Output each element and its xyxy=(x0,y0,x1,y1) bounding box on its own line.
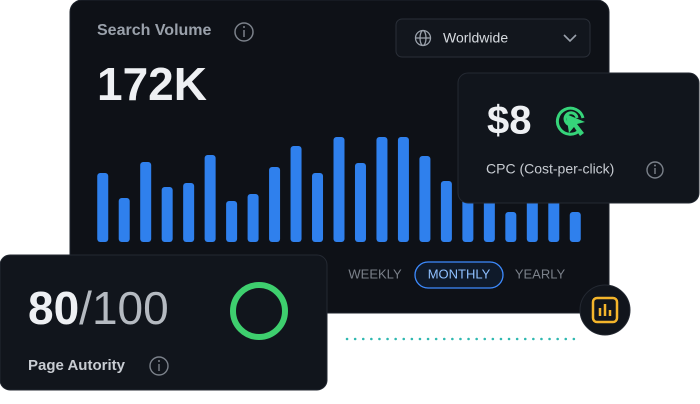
dropdown-label: Worldwide xyxy=(443,30,508,46)
bar xyxy=(97,173,109,242)
active-tab-pill xyxy=(414,261,504,289)
bar xyxy=(226,201,238,242)
cpc-label: CPC (Cost-per-click) xyxy=(486,161,614,177)
bar xyxy=(419,156,431,242)
bar-chart xyxy=(97,137,581,242)
bar xyxy=(204,155,216,242)
score-max: /100 xyxy=(79,282,169,334)
info-icon[interactable] xyxy=(149,356,169,376)
bar xyxy=(505,212,517,242)
volume-value: 172K xyxy=(97,58,207,110)
bar xyxy=(118,198,130,242)
authority-score: 80/100 xyxy=(28,282,169,334)
bar xyxy=(183,183,195,242)
tab[interactable]: WEEKLY xyxy=(348,266,402,281)
score: 80 xyxy=(28,282,79,334)
tab-active[interactable]: MONTHLY xyxy=(428,266,491,281)
info-icon[interactable] xyxy=(646,161,664,179)
tab[interactable]: YEARLY xyxy=(515,266,566,281)
bar xyxy=(397,137,409,242)
card-title: Search Volume xyxy=(97,22,212,39)
bar xyxy=(290,146,302,242)
cursor-icon xyxy=(555,106,585,136)
bar xyxy=(333,137,345,242)
bar xyxy=(161,187,173,242)
bar xyxy=(312,173,324,242)
bar xyxy=(526,197,538,242)
bar xyxy=(140,162,152,242)
bar xyxy=(376,137,388,242)
authority-label: Page Autority xyxy=(28,357,126,374)
score-ring xyxy=(230,282,288,340)
report-badge[interactable] xyxy=(579,284,631,336)
cpc-card xyxy=(457,72,700,204)
info-icon[interactable] xyxy=(234,22,254,42)
bar xyxy=(440,181,452,242)
bar xyxy=(269,167,281,242)
region-dropdown[interactable]: Worldwide xyxy=(395,18,591,58)
cpc-value: $8 xyxy=(487,99,532,143)
bar xyxy=(247,194,259,242)
bar xyxy=(569,212,581,242)
bar xyxy=(354,163,366,242)
